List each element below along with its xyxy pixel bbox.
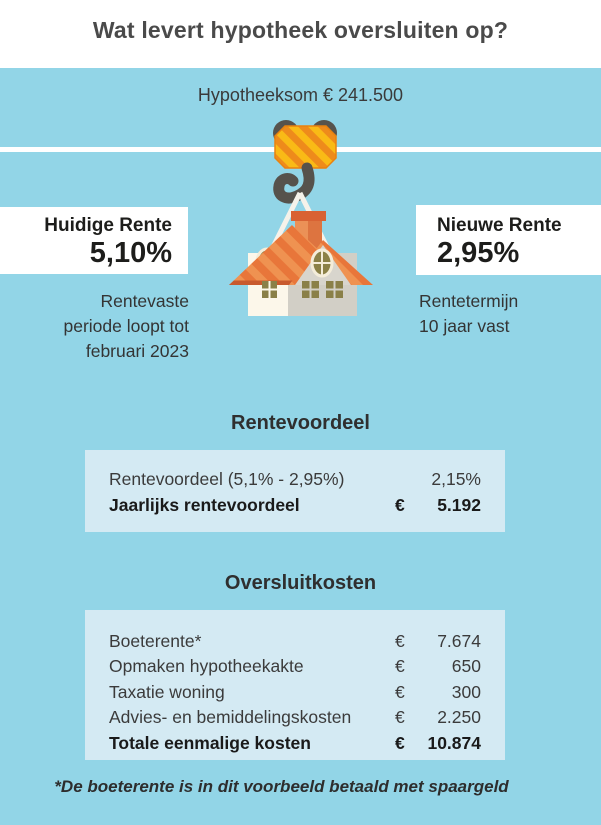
- benefit-heading: Rentevoordeel: [231, 412, 370, 434]
- row-label: Boeterente*: [109, 631, 202, 651]
- new-rate-note-line: 10 jaar vast: [419, 316, 510, 336]
- row-value: 300: [451, 681, 481, 702]
- row-currency: [395, 466, 415, 492]
- benefit-table: Rentevoordeel (5,1% - 2,95%) 2,15% Jaarl…: [85, 450, 505, 532]
- page-title: Wat levert hypotheek oversluiten op?: [92, 17, 509, 43]
- new-rate-card: Nieuwe Rente 2,95%: [416, 205, 601, 275]
- row-label: Opmaken hypotheekakte: [109, 656, 304, 677]
- row-currency: €: [395, 707, 405, 728]
- row-value: 5.192: [437, 495, 481, 515]
- table-row: Opmaken hypotheekakte € 650: [109, 654, 481, 679]
- row-value: 2,15%: [431, 469, 481, 489]
- row-label: Taxatie woning: [109, 681, 225, 702]
- crane-hook-icon: [273, 120, 337, 204]
- current-rate-note: Rentevaste periode loopt tot februari 20…: [0, 289, 189, 364]
- row-label: Totale eenmalige kosten: [109, 732, 311, 753]
- row-value: 7.674: [437, 631, 481, 651]
- current-rate-label: Huidige Rente: [44, 215, 172, 236]
- row-currency: €: [395, 495, 405, 515]
- crane-house-illustration: [229, 120, 373, 316]
- table-row: Jaarlijks rentevoordeel € 5.192: [109, 492, 481, 518]
- mortgage-sum-label: Hypotheeksom € 241.500: [197, 85, 404, 105]
- current-rate-note-line: periode loopt tot: [63, 316, 189, 336]
- new-rate-note-line: Rentetermijn: [419, 291, 519, 311]
- house-icon: [229, 191, 373, 316]
- new-rate-note: Rentetermijn 10 jaar vast: [419, 289, 599, 339]
- current-rate-card: Huidige Rente 5,10%: [0, 207, 188, 274]
- table-row: Totale eenmalige kosten € 10.874: [109, 731, 481, 756]
- costs-heading: Oversluitkosten: [224, 572, 377, 594]
- footnote: *De boeterente is in dit voorbeeld betaa…: [54, 777, 509, 796]
- table-row: Boeterente* € 7.674: [109, 629, 481, 654]
- table-row: Taxatie woning € 300: [109, 680, 481, 705]
- row-label: Jaarlijks rentevoordeel: [109, 495, 300, 515]
- row-label: Rentevoordeel (5,1% - 2,95%): [109, 469, 345, 489]
- costs-table: Boeterente* € 7.674 Opmaken hypotheekakt…: [85, 610, 505, 760]
- row-currency: €: [395, 732, 405, 753]
- row-value: 650: [451, 656, 481, 677]
- row-currency: €: [395, 656, 405, 677]
- table-row: Advies- en bemiddelingskosten € 2.250: [109, 705, 481, 730]
- row-label: Advies- en bemiddelingskosten: [109, 707, 352, 728]
- row-currency: €: [395, 681, 405, 702]
- current-rate-value: 5,10%: [89, 237, 172, 269]
- row-value: 10.874: [427, 732, 481, 753]
- table-row: Rentevoordeel (5,1% - 2,95%) 2,15%: [109, 466, 481, 492]
- new-rate-label: Nieuwe Rente: [437, 215, 562, 236]
- current-rate-note-line: februari 2023: [85, 341, 189, 361]
- new-rate-value: 2,95%: [437, 237, 520, 269]
- current-rate-note-line: Rentevaste: [100, 291, 189, 311]
- row-currency: €: [395, 631, 405, 651]
- row-value: 2.250: [437, 707, 481, 728]
